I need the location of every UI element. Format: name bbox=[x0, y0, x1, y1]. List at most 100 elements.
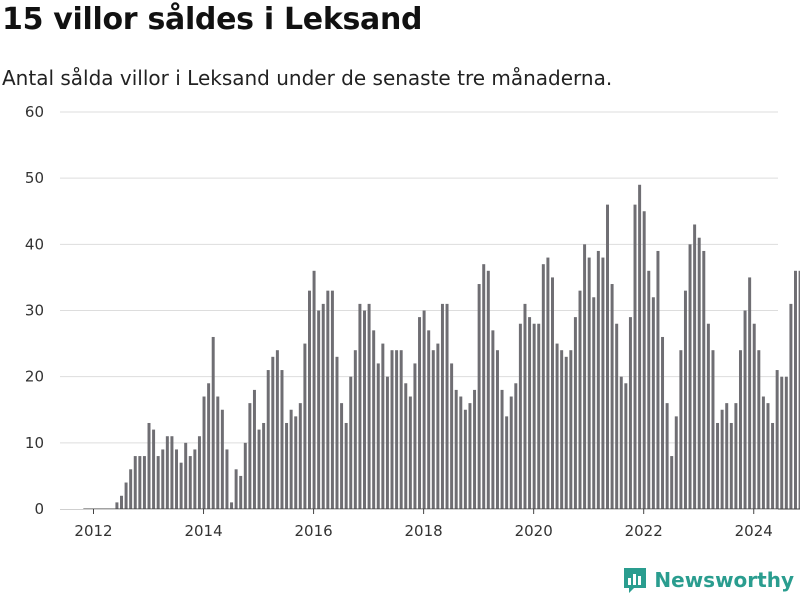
bar bbox=[165, 436, 169, 509]
bar bbox=[596, 250, 600, 509]
bar bbox=[152, 429, 156, 509]
bar bbox=[207, 383, 211, 509]
bar bbox=[647, 270, 651, 509]
bar bbox=[427, 330, 431, 509]
bars bbox=[115, 184, 800, 510]
bar bbox=[248, 403, 252, 509]
bar bbox=[665, 403, 669, 509]
newsworthy-chart-icon bbox=[624, 568, 647, 593]
bar bbox=[450, 363, 454, 509]
y-tick-label: 10 bbox=[25, 434, 44, 452]
bar bbox=[725, 403, 729, 509]
bar bbox=[234, 469, 238, 509]
bar bbox=[390, 350, 394, 509]
bar bbox=[262, 422, 266, 509]
bar bbox=[445, 303, 449, 509]
bar bbox=[734, 403, 738, 509]
bar bbox=[344, 422, 348, 509]
bar bbox=[280, 370, 284, 509]
bar bbox=[798, 270, 800, 509]
bar bbox=[546, 257, 550, 509]
bar bbox=[706, 323, 710, 509]
bar bbox=[170, 436, 174, 509]
bar bbox=[720, 409, 724, 509]
bar bbox=[340, 403, 344, 509]
bar bbox=[638, 184, 642, 509]
bar bbox=[133, 456, 137, 509]
bar bbox=[399, 350, 403, 509]
bar bbox=[142, 456, 146, 509]
bar bbox=[312, 270, 316, 509]
bar bbox=[541, 264, 545, 509]
bar bbox=[468, 403, 472, 509]
bar bbox=[633, 204, 637, 509]
bar bbox=[252, 389, 256, 509]
bar bbox=[500, 389, 504, 509]
bar bbox=[495, 350, 499, 509]
bar bbox=[564, 356, 568, 509]
bar bbox=[473, 389, 477, 509]
bar bbox=[532, 323, 536, 509]
bar bbox=[606, 204, 609, 509]
bar bbox=[193, 449, 197, 509]
bar bbox=[459, 396, 463, 509]
x-tick-label: 2020 bbox=[515, 522, 553, 540]
bar bbox=[431, 350, 435, 509]
bar bbox=[748, 277, 752, 509]
bar bbox=[674, 416, 678, 509]
bar-chart: 0 10 20 30 40 50 60 2012 2014 2016 2018 2020 2022 20… bbox=[25, 103, 800, 540]
bar bbox=[381, 343, 385, 509]
bar bbox=[408, 396, 412, 509]
bar bbox=[702, 250, 706, 509]
bar bbox=[514, 383, 518, 509]
bar bbox=[601, 257, 605, 509]
bar bbox=[243, 442, 247, 509]
bar bbox=[656, 250, 660, 509]
bar bbox=[275, 350, 279, 509]
bar bbox=[129, 469, 133, 509]
bar bbox=[679, 350, 683, 509]
bar bbox=[156, 456, 160, 509]
bar bbox=[376, 363, 380, 509]
bar bbox=[583, 244, 587, 509]
bar bbox=[239, 475, 243, 509]
bar bbox=[436, 343, 440, 509]
bar bbox=[335, 356, 339, 509]
bar bbox=[266, 370, 270, 509]
bar bbox=[220, 409, 224, 509]
y-tick-label: 50 bbox=[25, 169, 44, 187]
bar bbox=[661, 336, 665, 509]
bar bbox=[688, 244, 692, 509]
bar bbox=[161, 449, 165, 509]
bar bbox=[298, 403, 302, 509]
y-tick-label: 60 bbox=[25, 103, 44, 121]
bar bbox=[716, 422, 720, 509]
bar bbox=[321, 303, 325, 509]
bar bbox=[761, 396, 765, 509]
bar bbox=[789, 303, 793, 509]
bar bbox=[551, 277, 554, 509]
bar bbox=[147, 422, 151, 509]
bar bbox=[454, 389, 458, 509]
y-tick-label: 0 bbox=[34, 500, 44, 518]
bar bbox=[578, 290, 582, 509]
bar bbox=[413, 363, 417, 509]
bar bbox=[619, 376, 623, 509]
bar bbox=[285, 422, 289, 509]
bar bbox=[308, 290, 311, 509]
bar bbox=[766, 403, 770, 509]
bar bbox=[780, 376, 784, 509]
bar bbox=[289, 409, 293, 509]
bar bbox=[523, 303, 527, 509]
bar bbox=[569, 350, 573, 509]
bar bbox=[271, 356, 275, 509]
brand-name: Newsworthy bbox=[654, 568, 794, 592]
bar bbox=[610, 284, 614, 509]
bar bbox=[738, 350, 742, 509]
bar bbox=[528, 317, 532, 509]
bar bbox=[477, 284, 481, 509]
y-axis-labels: 0 10 20 30 40 50 60 bbox=[25, 103, 44, 518]
bar bbox=[729, 422, 733, 509]
bar bbox=[120, 495, 123, 509]
bar bbox=[138, 456, 142, 509]
